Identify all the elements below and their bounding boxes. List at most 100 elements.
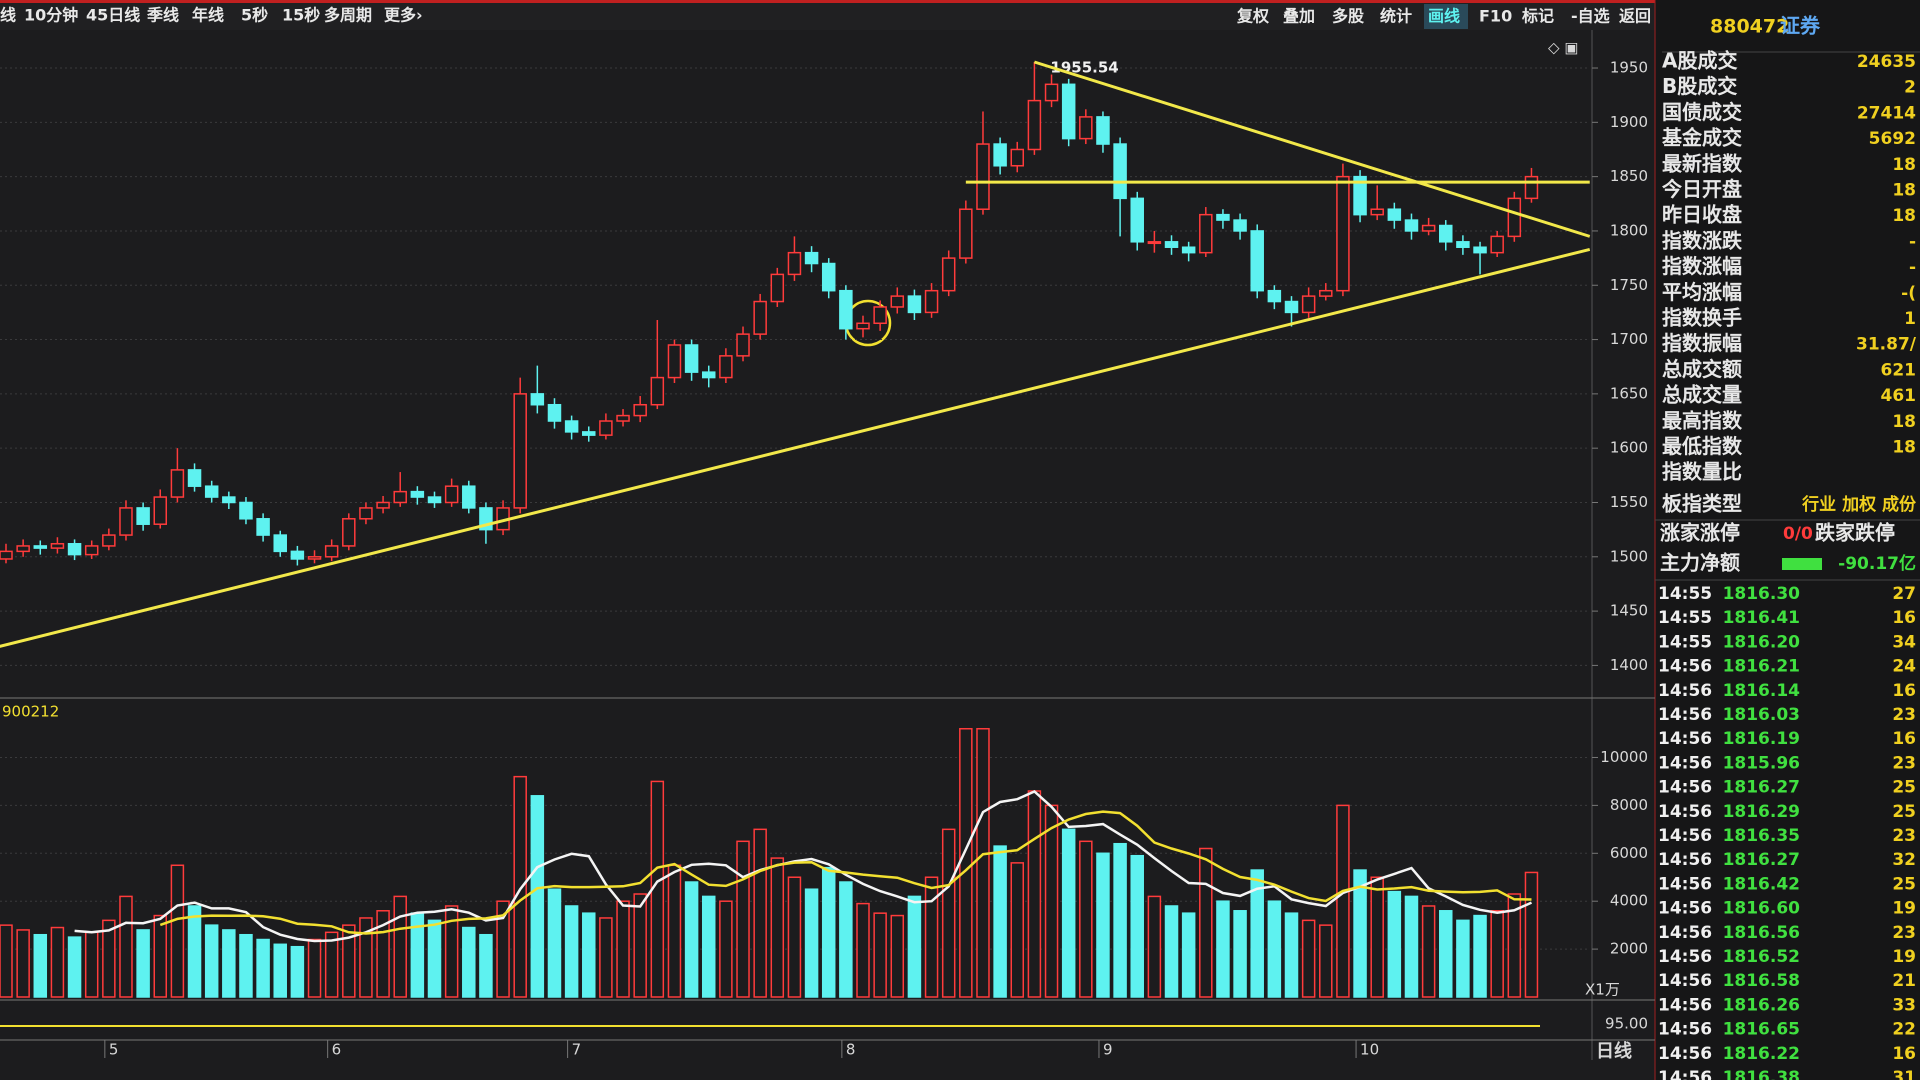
toolbar-button[interactable]: 多股 [1332,7,1365,26]
candle-body [1473,246,1487,254]
tick-volume: 19 [1892,947,1916,967]
volume-bar [479,933,493,998]
toolbar-button[interactable]: 返回 [1619,7,1651,26]
toolbar-button[interactable]: 线 [0,6,16,25]
tick-time: 14:56 [1658,729,1712,749]
candle-body [1404,219,1419,232]
quote-value: -( [1901,283,1916,303]
volume-bar [547,888,562,998]
quote-value: -90.17亿 [1838,553,1916,574]
candle-body [239,501,253,520]
volume-bar [1319,924,1333,998]
toolbar-button[interactable]: 年线 [192,6,224,25]
tick-volume: 23 [1892,826,1916,846]
volume-bar [1387,890,1402,998]
tick-price: 1816.52 [1723,947,1800,967]
tick-price: 1816.27 [1723,850,1800,870]
volume-bar [393,895,407,998]
tick-price: 1816.21 [1723,657,1800,677]
tick-time: 14:56 [1658,778,1712,798]
volume-bar [307,938,322,998]
toolbar-button[interactable]: 多周期 [324,6,372,25]
toolbar-button[interactable]: 叠加 [1283,7,1315,26]
volume-bar [1353,869,1367,998]
volume-bar [993,845,1007,998]
toolbar-button[interactable]: 45日线 [86,6,140,25]
toolbar-button[interactable]: 更多› [384,6,423,25]
y-tick-label: 10000 [1600,748,1648,766]
candle-body [650,376,665,406]
quote-label: 涨家涨停 [1660,521,1740,545]
chart-icons[interactable]: ◇ ▣ [1548,39,1578,57]
volume-bar [907,895,922,998]
volume-bar [33,933,48,998]
trend-line [1033,60,1591,238]
candle-body [993,143,1007,167]
toolbar-button[interactable]: 15秒 [282,6,320,25]
candle-body [1216,213,1230,221]
trend-line [0,247,1591,648]
quote-panel [1655,0,1920,1080]
candle-body [1164,241,1179,248]
quote-value: - [1909,258,1916,278]
quote-value: 0/0 [1783,524,1813,544]
candle-body [136,507,150,525]
candle-body [719,355,733,379]
tick-price: 1816.19 [1723,729,1800,749]
toolbar-button[interactable]: -自选 [1571,7,1610,26]
y-tick-label: 1550 [1610,493,1648,511]
volume-bar [273,943,287,998]
candle-body [153,496,168,525]
period-label[interactable]: 日线 [1596,1040,1632,1062]
toolbar-button[interactable]: 标记 [1521,7,1554,26]
quote-label: 最新指数 [1662,151,1743,175]
volume-bar [222,929,236,998]
candle-body [1044,83,1059,102]
volume-bar [1439,910,1453,998]
tick-volume: 23 [1892,923,1916,943]
candle-body [821,262,836,292]
toolbar-button[interactable]: 10分钟 [24,6,78,25]
volume-bar [1079,840,1093,998]
quote-label: 平均涨幅 [1662,280,1742,304]
volume-bar [1507,893,1522,998]
toolbar-button[interactable]: F10 [1479,7,1512,26]
candle-body [359,507,373,520]
tick-volume: 31 [1892,1068,1916,1080]
candle-body [290,550,305,560]
tick-price: 1816.03 [1723,705,1800,725]
candle-body [582,431,596,436]
volume-bar [1490,910,1504,998]
volume-bar [821,866,836,998]
volume-bar [1233,910,1247,998]
y-tick-label: 1750 [1610,276,1648,294]
tick-price: 1816.27 [1723,778,1800,798]
volume-bar [1336,804,1350,998]
volume-bar [0,924,13,998]
volume-bar [890,914,905,998]
toolbar-button[interactable]: 画线 [1428,7,1460,26]
volume-bar [941,828,956,998]
quote-value: 18 [1892,181,1916,201]
volume-bar [136,929,150,998]
y-tick-label: 4000 [1610,892,1648,910]
toolbar-button[interactable]: 5秒 [241,6,268,25]
toolbar-button[interactable]: 统计 [1380,7,1412,26]
quote-value: 24635 [1857,52,1916,72]
candle-body [1010,148,1025,167]
toolbar-button[interactable]: 复权 [1236,7,1270,26]
y-tick-label: 1800 [1610,221,1648,239]
candle-body [222,496,236,504]
candle-body [427,496,442,504]
toolbar-button[interactable]: 季线 [146,6,179,25]
flow-bar [1782,558,1822,570]
quote-label: 昨日收盘 [1662,203,1742,227]
candle-body [376,501,390,509]
candle-body [1490,235,1504,254]
volume-bar [256,938,270,998]
tick-price: 1816.65 [1723,1020,1800,1040]
candle-body [701,371,716,379]
volume-bar [1216,900,1230,998]
tick-price: 1815.96 [1723,753,1800,773]
y-tick-label: 1950 [1610,59,1648,77]
